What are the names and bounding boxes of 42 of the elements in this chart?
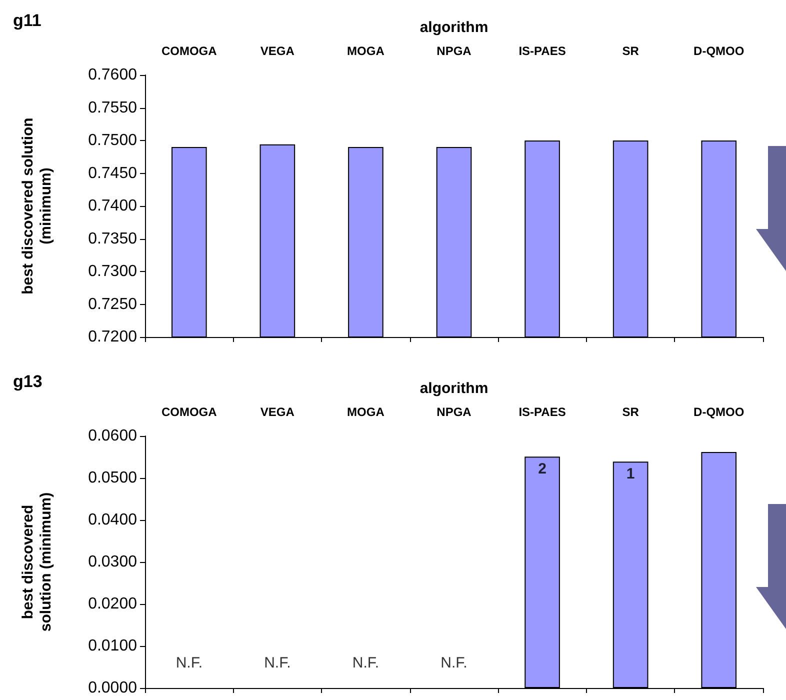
x-tick-label: NPGA xyxy=(436,405,472,419)
x-tick-label: D-QMOO xyxy=(694,44,744,58)
y-tick-label: 0.7600 xyxy=(88,66,138,84)
x-tick-label: SR xyxy=(622,405,640,419)
y-tick-label: 0.7250 xyxy=(88,296,138,313)
x-tick-label: COMOGA xyxy=(161,44,218,58)
y-axis-title: best discovered solution (minimum) xyxy=(20,492,54,632)
x-tick-label: MOGA xyxy=(347,405,385,419)
annotation: N.F. xyxy=(264,654,291,672)
y-tick-label: 0.7550 xyxy=(88,99,138,116)
annotation: 2 xyxy=(538,460,546,478)
annotation: N.F. xyxy=(352,654,380,672)
y-tick-label: 0.7450 xyxy=(88,164,138,182)
y-tick-label: 0.7500 xyxy=(88,132,138,149)
x-tick-label: COMOGA xyxy=(161,405,218,419)
annotation: N.F. xyxy=(176,654,202,672)
y-tick-label: 0.0000 xyxy=(88,680,138,696)
x-tick-label: VEGA xyxy=(260,405,295,419)
annotation: N.F. xyxy=(440,654,468,672)
y-tick-label: 0.0500 xyxy=(88,470,138,486)
x-tick-label: MOGA xyxy=(347,44,385,58)
x-tick-label: NPGA xyxy=(436,44,472,58)
y-tick-label: 0.7200 xyxy=(88,328,138,346)
y-tick-label: 0.0300 xyxy=(88,554,138,570)
x-tick-label: IS-PAES xyxy=(518,405,566,419)
chart-title: g11 xyxy=(13,11,42,30)
y-tick-label: 0.0600 xyxy=(88,428,138,444)
y-tick-label: 0.7300 xyxy=(88,263,138,280)
y-tick-label: 0.0100 xyxy=(88,638,138,654)
x-tick-label: IS-PAES xyxy=(518,44,566,58)
y-axis-title: best discovered solution (minimum) xyxy=(20,118,54,294)
x-tick-label: D-QMOO xyxy=(694,405,744,419)
annotation: 1 xyxy=(626,466,635,483)
x-tick-label: SR xyxy=(622,44,640,58)
y-tick-label: 0.7350 xyxy=(88,230,138,248)
chart-title: g13 xyxy=(13,372,42,391)
y-tick-label: 0.7400 xyxy=(88,198,138,214)
y-tick-label: 0.0400 xyxy=(88,512,138,528)
x-axis-title: algorithm xyxy=(420,380,488,397)
y-tick-label: 0.0200 xyxy=(88,596,138,612)
x-axis-title: algorithm xyxy=(420,19,488,36)
x-tick-label: VEGA xyxy=(260,44,295,58)
